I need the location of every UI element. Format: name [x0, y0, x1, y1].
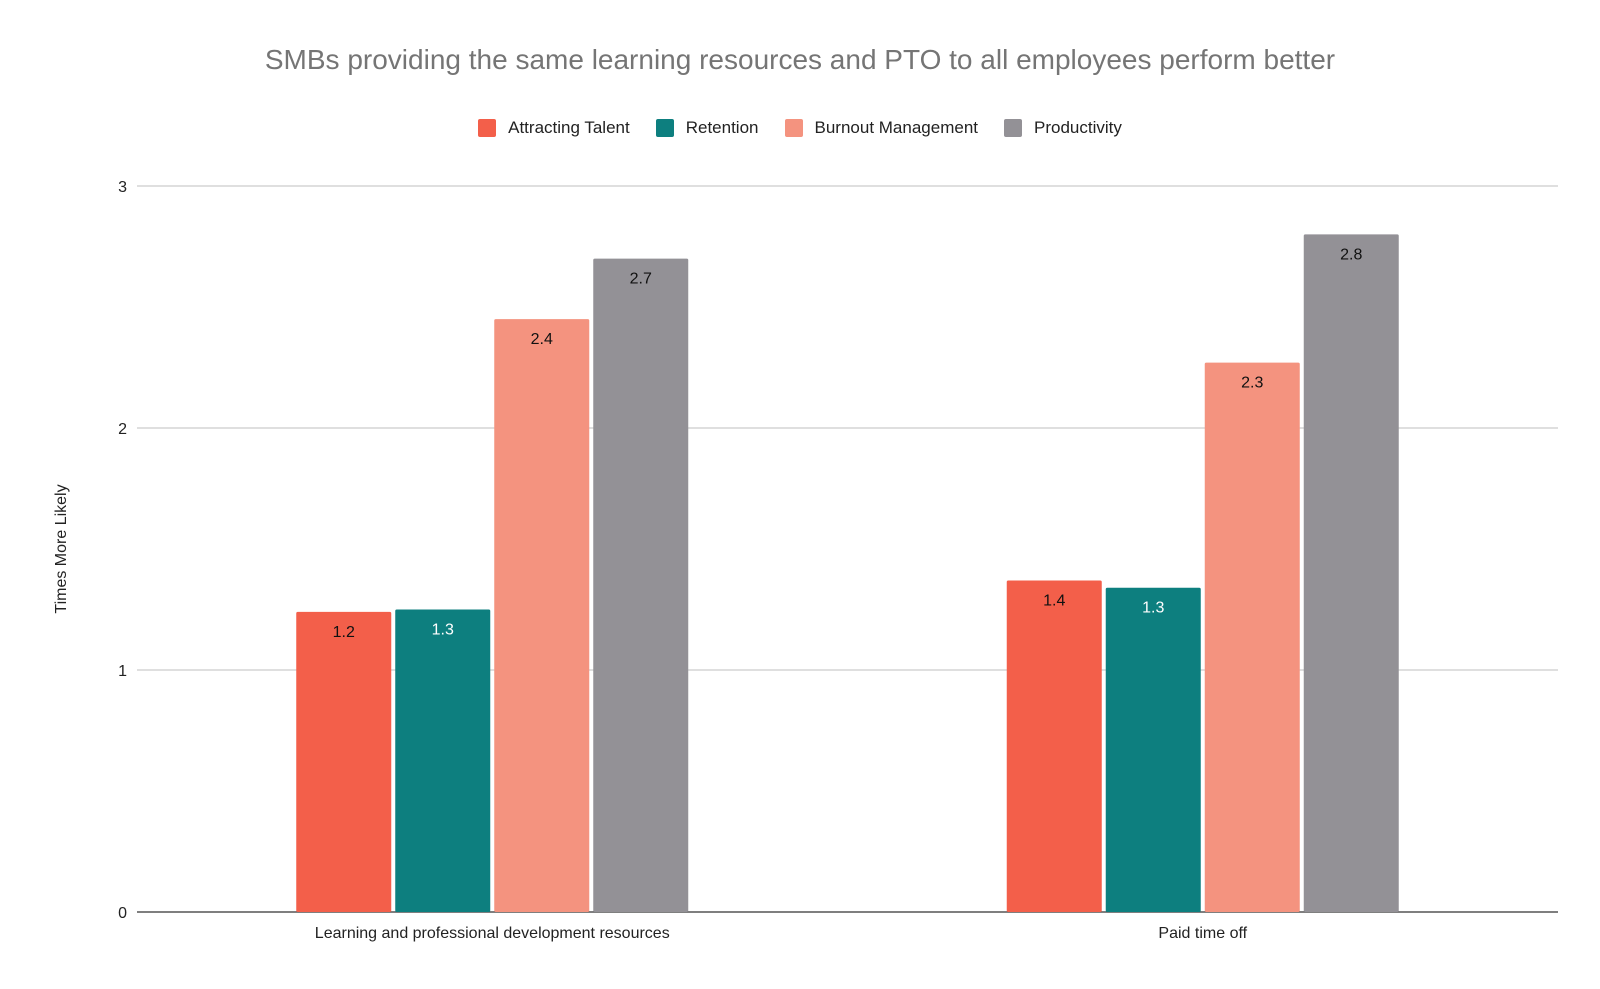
legend-item-burnout-management[interactable]: Burnout Management	[784, 118, 979, 138]
y-axis-title: Times More Likely	[53, 484, 70, 613]
legend-swatch	[784, 119, 803, 137]
data-label: 1.2	[333, 624, 355, 641]
bar	[593, 258, 689, 913]
legend-label: Attracting Talent	[508, 118, 630, 137]
data-label: 2.4	[531, 331, 553, 348]
legend-swatch	[655, 119, 674, 137]
data-label: 2.3	[1241, 375, 1263, 392]
bar	[1303, 234, 1399, 912]
data-label: 1.3	[432, 622, 454, 639]
legend-swatch	[478, 119, 497, 137]
data-label: 1.4	[1043, 592, 1065, 609]
legend-label: Productivity	[1034, 118, 1122, 137]
x-category-label: Learning and professional development re…	[315, 925, 670, 942]
chart-title: SMBs providing the same learning resourc…	[264, 44, 1336, 75]
legend-label: Burnout Management	[814, 118, 979, 137]
bar	[395, 609, 491, 912]
bar	[1006, 580, 1102, 912]
legend-label: Retention	[685, 118, 759, 137]
legend-item-productivity[interactable]: Productivity	[1004, 118, 1122, 138]
legend-swatch	[1004, 119, 1022, 137]
data-label: 1.3	[1142, 600, 1164, 617]
data-label: 2.7	[630, 271, 652, 288]
bar	[1204, 362, 1300, 912]
data-label: 2.8	[1340, 246, 1362, 263]
legend: Attracting Talent Retention Burnout Mana…	[0, 118, 1600, 138]
bar	[494, 319, 590, 913]
y-tick-label: 0	[118, 905, 127, 922]
bar	[1105, 587, 1201, 912]
bar	[296, 611, 392, 912]
y-tick-label: 1	[118, 663, 127, 680]
x-category-label: Paid time off	[1158, 925, 1247, 942]
legend-item-attracting-talent[interactable]: Attracting Talent	[478, 118, 630, 138]
legend-item-retention[interactable]: Retention	[655, 118, 759, 138]
y-tick-label: 2	[118, 421, 127, 438]
y-tick-label: 3	[118, 179, 127, 196]
